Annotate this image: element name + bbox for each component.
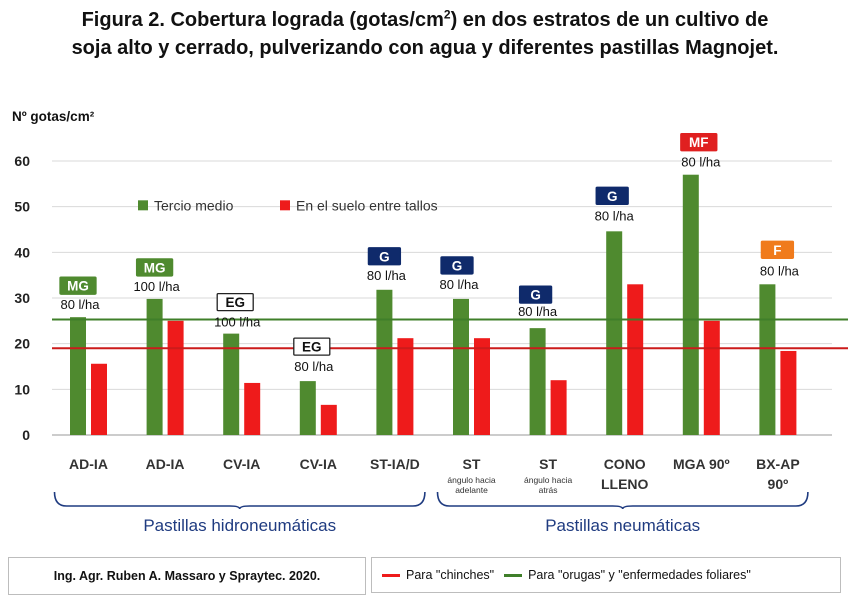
nozzle-badge-label: MG — [67, 279, 89, 294]
y-tick-label: 0 — [22, 427, 30, 443]
x-tick-label: ST — [463, 456, 481, 472]
rate-label: 80 l/ha — [294, 359, 334, 374]
bar-suelo — [91, 363, 107, 435]
group-label-hidroneumaticas: Pastillas hidroneumáticas — [143, 516, 336, 535]
rate-label: 80 l/ha — [681, 155, 721, 170]
x-tick-sublabel: adelante — [455, 485, 488, 495]
x-tick-label: AD-IA — [69, 456, 108, 472]
nozzle-badge-eg — [293, 337, 331, 356]
x-tick-sublabel: ángulo hacia — [524, 475, 572, 485]
x-tick-label: ST-IA/D — [370, 456, 420, 472]
rate-label: 100 l/ha — [214, 315, 261, 330]
nozzle-badge-label: F — [773, 243, 781, 258]
nozzle-badge-label: G — [607, 189, 618, 204]
title-line-2: soja alto y cerrado, pulverizando con ag… — [71, 37, 779, 59]
rate-label: 80 l/ha — [367, 268, 407, 283]
x-tick-label: CV-IA — [300, 456, 337, 472]
bar-tercio-medio — [376, 289, 393, 435]
bar-suelo — [244, 382, 261, 435]
x-tick-label: LLENO — [601, 476, 649, 492]
reference-line-legend: Para "chinches" Para "orugas" y "enferme… — [371, 557, 841, 593]
nozzle-badge-mf — [680, 133, 718, 152]
x-tick-label: 90º — [768, 476, 789, 492]
y-tick-label: 20 — [14, 336, 30, 352]
x-tick-sublabel: ángulo hacia — [447, 475, 495, 485]
nozzle-badge-label: G — [530, 288, 541, 303]
bar-suelo — [167, 320, 184, 435]
nozzle-badge-label: EG — [302, 340, 322, 355]
green-line-swatch — [504, 573, 523, 577]
rate-label: 100 l/ha — [133, 279, 180, 294]
bar-suelo — [703, 320, 720, 435]
credit-text: Ing. Agr. Ruben A. Massaro y Spraytec. 2… — [53, 569, 321, 583]
rate-label: 80 l/ha — [595, 208, 635, 223]
bar-suelo — [780, 350, 797, 435]
nozzle-badge-g — [440, 256, 474, 275]
nozzle-badge-label: MG — [144, 260, 166, 275]
bar-suelo — [550, 380, 567, 435]
nozzle-badge-g — [518, 285, 553, 304]
rate-label: 80 l/ha — [60, 297, 100, 312]
nozzle-badge-label: EG — [225, 295, 245, 310]
y-tick-label: 10 — [14, 381, 30, 397]
rate-label: 80 l/ha — [760, 263, 800, 278]
legend-red-label: Para "chinches" — [406, 568, 495, 582]
bar-tercio-medio — [70, 317, 86, 435]
group-bracket-hidroneumaticas — [53, 491, 426, 510]
group-bracket-neumaticas — [436, 491, 809, 510]
y-axis-label: Nº gotas/cm² — [12, 109, 95, 124]
x-tick-label: MGA 90º — [673, 456, 730, 472]
nozzle-badge-mg — [135, 258, 174, 277]
bar-tercio-medio — [606, 231, 623, 435]
x-tick-sublabel: atrás — [539, 485, 558, 495]
nozzle-badge-f — [760, 240, 795, 259]
bar-tercio-medio — [299, 381, 316, 435]
nozzle-badge-eg — [216, 292, 254, 312]
bar-tercio-medio — [682, 174, 699, 435]
y-tick-label: 30 — [14, 290, 30, 306]
x-tick-label: CV-IA — [223, 456, 260, 472]
y-tick-label: 50 — [14, 199, 30, 215]
rate-label: 80 l/ha — [518, 304, 558, 319]
x-tick-label: ST — [539, 456, 557, 472]
legend-swatch-green — [138, 200, 148, 211]
bar-suelo — [320, 404, 337, 435]
x-tick-label: BX-AP — [756, 456, 800, 472]
bar-suelo — [474, 338, 490, 435]
legend-green-label: Para "orugas" y "enfermedades foliares" — [528, 568, 751, 582]
x-tick-label: AD-IA — [146, 456, 185, 472]
legend-label-suelo: En el suelo entre tallos — [296, 197, 438, 213]
nozzle-badge-label: G — [379, 249, 390, 264]
nozzle-badge-g — [595, 186, 629, 205]
bar-tercio-medio — [759, 284, 776, 435]
y-tick-label: 40 — [14, 244, 30, 260]
group-label-neumaticas: Pastillas neumáticas — [545, 516, 700, 535]
bar-tercio-medio — [529, 328, 546, 435]
nozzle-badge-g — [367, 247, 402, 266]
rate-label: 80 l/ha — [439, 277, 479, 292]
x-tick-label: CONO — [604, 456, 646, 472]
bar-tercio-medio — [453, 298, 469, 435]
y-tick-label: 60 — [14, 153, 30, 169]
legend-swatch-red — [280, 200, 290, 211]
title-line-1: Figura 2. Cobertura lograda (gotas/cm2) … — [81, 7, 769, 31]
bar-suelo — [627, 284, 644, 435]
bar-tercio-medio — [223, 333, 240, 435]
bar-tercio-medio — [146, 298, 163, 435]
nozzle-badge-label: MF — [689, 135, 709, 150]
nozzle-badge-label: G — [452, 258, 463, 273]
nozzle-badge-mg — [59, 276, 97, 295]
credit-box: Ing. Agr. Ruben A. Massaro y Spraytec. 2… — [8, 557, 366, 595]
chart-title: Figura 2. Cobertura lograda (gotas/cm2) … — [0, 6, 850, 62]
bar-suelo — [397, 338, 414, 435]
red-line-swatch — [382, 573, 400, 577]
legend-label-tercio-medio: Tercio medio — [154, 197, 234, 213]
